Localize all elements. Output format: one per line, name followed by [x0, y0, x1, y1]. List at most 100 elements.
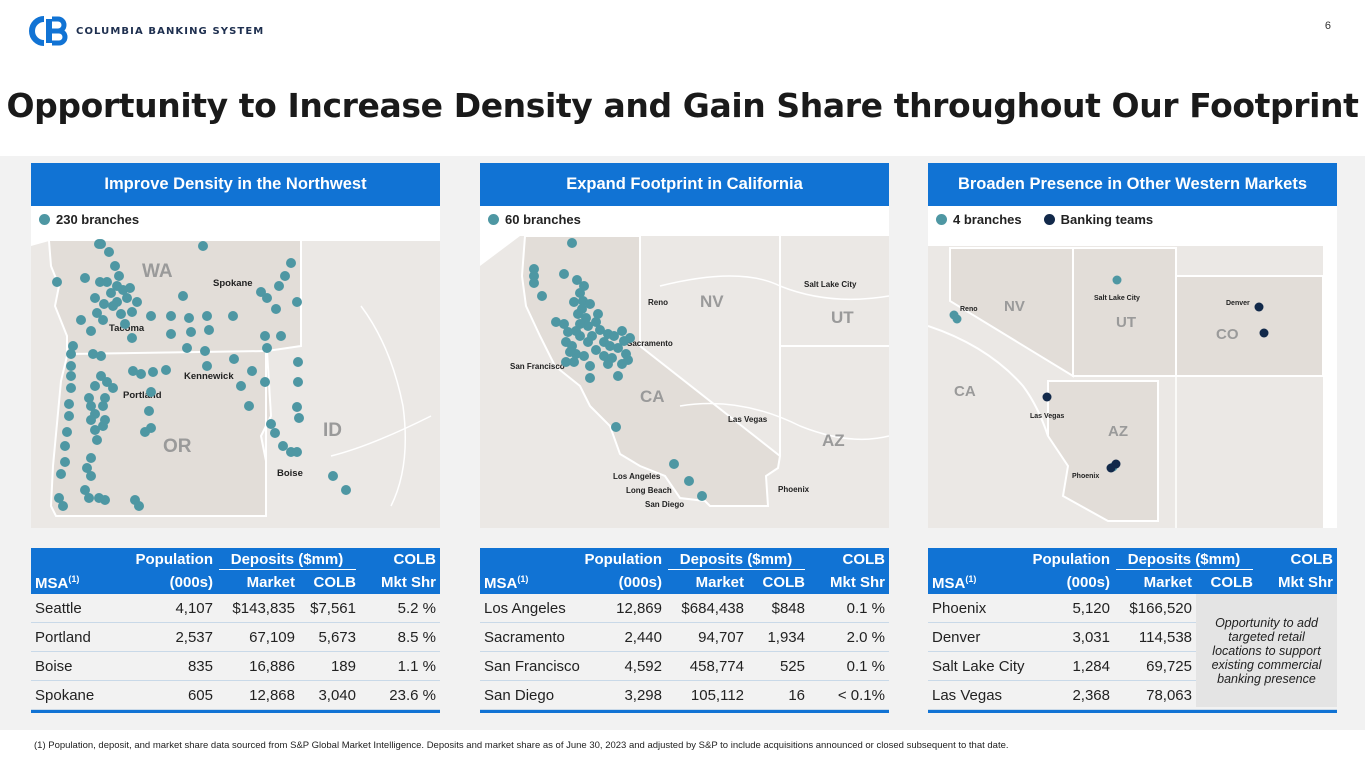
- header-mkt-shr: Mkt Shr: [380, 574, 436, 591]
- header-colb: COLB: [762, 574, 806, 591]
- header-rule: [668, 569, 805, 570]
- city-las-vegas: Las Vegas: [728, 415, 768, 424]
- table-header-row: Population Deposits ($mm) COLB: [480, 548, 889, 571]
- table-cell: Denver: [932, 628, 981, 646]
- table-cell: 12,868: [249, 686, 295, 704]
- panel-northwest: Improve Density in the Northwest 230 bra…: [31, 163, 440, 528]
- legend-label: 230 branches: [56, 212, 140, 227]
- page-number: 6: [1324, 20, 1331, 32]
- table-cell: 5,673: [318, 628, 356, 646]
- table-cell: 114,538: [1138, 628, 1192, 646]
- table-cell: 78,063: [1146, 686, 1192, 704]
- header-000s: (000s): [618, 574, 662, 591]
- map-northwest: 230 branches WA OR ID Spokane Tacoma Por…: [31, 206, 440, 528]
- header-market: Market: [246, 574, 295, 591]
- map-label-nv: NV: [1004, 298, 1025, 315]
- header-market: Market: [1143, 574, 1192, 591]
- map-label-ca: CA: [954, 383, 976, 400]
- header-deposits: Deposits ($mm): [230, 551, 344, 568]
- legend-item: 60 branches: [488, 212, 581, 227]
- table-cell: Sacramento: [484, 628, 565, 646]
- table-row: San Diego 3,298 105,112 16 < 0.1%: [480, 681, 889, 710]
- table-header-row: MSA(1) (000s) Market COLB Mkt Shr: [31, 571, 440, 594]
- table-cell: 105,112: [690, 686, 744, 704]
- table-cell: Spokane: [35, 686, 95, 704]
- header-colb: COLB: [1210, 574, 1254, 591]
- western-map-graphic: NV UT CO CA AZ Reno Salt Lake City Denve…: [928, 206, 1337, 528]
- table-row: San Francisco 4,592 458,774 525 0.1 %: [480, 652, 889, 681]
- table-cell: $166,520: [1129, 599, 1192, 617]
- header-rule: [1116, 569, 1253, 570]
- table-cell: 1,284: [1072, 657, 1110, 675]
- table-cell: Portland: [35, 628, 91, 646]
- opportunity-note: Opportunity to add targeted retail locat…: [1196, 594, 1337, 707]
- map-label-nv: NV: [700, 292, 724, 311]
- table-cell: 8.5 %: [397, 628, 436, 646]
- panel-header: Broaden Presence in Other Western Market…: [928, 163, 1337, 206]
- table-header-row: MSA(1) (000s) Market COLB Mkt Shr: [480, 571, 889, 594]
- header-mkt-shr: Mkt Shr: [829, 574, 885, 591]
- table-western: Population Deposits ($mm) COLB MSA(1) (0…: [928, 548, 1337, 713]
- table-cell: 3,040: [318, 686, 356, 704]
- table-cell: 16,886: [249, 657, 295, 675]
- map-label-wa: WA: [142, 261, 173, 282]
- city-salt-lake: Salt Lake City: [1094, 295, 1140, 302]
- city-reno: Reno: [960, 306, 978, 313]
- branch-markers: [52, 239, 351, 511]
- table-cell: 94,707: [698, 628, 744, 646]
- table-cell: < 0.1%: [837, 686, 885, 704]
- header-population: Population: [1032, 551, 1111, 568]
- header-mkt-shr: Mkt Shr: [1277, 574, 1333, 591]
- table-cell: Boise: [35, 657, 73, 675]
- table-cell: 605: [187, 686, 213, 704]
- map-label-id: ID: [323, 420, 342, 441]
- table-cell: 12,869: [616, 599, 662, 617]
- table-cell: $848: [771, 599, 805, 617]
- table-cell: Seattle: [35, 599, 82, 617]
- map-label-co: CO: [1216, 326, 1239, 343]
- table-cell: 189: [330, 657, 356, 675]
- city-salt-lake: Salt Lake City: [804, 280, 857, 289]
- map-markers: [949, 275, 1269, 473]
- city-spokane: Spokane: [213, 278, 253, 289]
- map-label-or: OR: [163, 436, 192, 457]
- table-cell: Las Vegas: [932, 686, 1003, 704]
- table-cell: $7,561: [310, 599, 356, 617]
- map-legend: 230 branches: [39, 212, 139, 227]
- header-msa: MSA(1): [35, 573, 80, 592]
- table-row: Seattle 4,107 $143,835 $7,561 5.2 %: [31, 594, 440, 623]
- table-cell: 69,725: [1146, 657, 1192, 675]
- branch-markers: [529, 238, 707, 501]
- city-phoenix: Phoenix: [1072, 473, 1099, 480]
- table-cell: 1,934: [767, 628, 805, 646]
- table-row: Spokane 605 12,868 3,040 23.6 %: [31, 681, 440, 710]
- header-colb: COLB: [313, 574, 357, 591]
- table-cell: 835: [187, 657, 213, 675]
- table-cell: 3,031: [1072, 628, 1110, 646]
- map-legend: 4 branches Banking teams: [936, 212, 1153, 227]
- header-population: Population: [584, 551, 663, 568]
- table-california: Population Deposits ($mm) COLB MSA(1) (0…: [480, 548, 889, 713]
- branch-dot-icon: [488, 214, 499, 225]
- map-legend: 60 branches: [488, 212, 581, 227]
- page-title: Opportunity to Increase Density and Gain…: [6, 86, 1359, 125]
- branch-dot-icon: [936, 214, 947, 225]
- table-bottom-rule: [480, 710, 889, 713]
- legend-label: Banking teams: [1060, 212, 1154, 227]
- table-cell: Phoenix: [932, 599, 987, 617]
- header-colb: COLB: [1290, 551, 1334, 568]
- footnote: (1) Population, deposit, and market shar…: [34, 740, 1009, 751]
- header-population: Population: [135, 551, 214, 568]
- map-label-ut: UT: [1116, 314, 1136, 331]
- california-map-graphic: NV UT CA AZ Reno Salt Lake City Sacramen…: [480, 206, 889, 528]
- branch-dot-icon: [39, 214, 50, 225]
- table-cell: Salt Lake City: [932, 657, 1025, 675]
- header-deposits: Deposits ($mm): [1127, 551, 1241, 568]
- map-label-ca: CA: [640, 387, 665, 406]
- table-cell: 2.0 %: [846, 628, 885, 646]
- header-msa: MSA(1): [484, 573, 529, 592]
- city-las-vegas: Las Vegas: [1030, 413, 1064, 420]
- city-reno: Reno: [648, 298, 668, 307]
- legend-label: 60 branches: [505, 212, 581, 227]
- map-label-az: AZ: [1108, 423, 1128, 440]
